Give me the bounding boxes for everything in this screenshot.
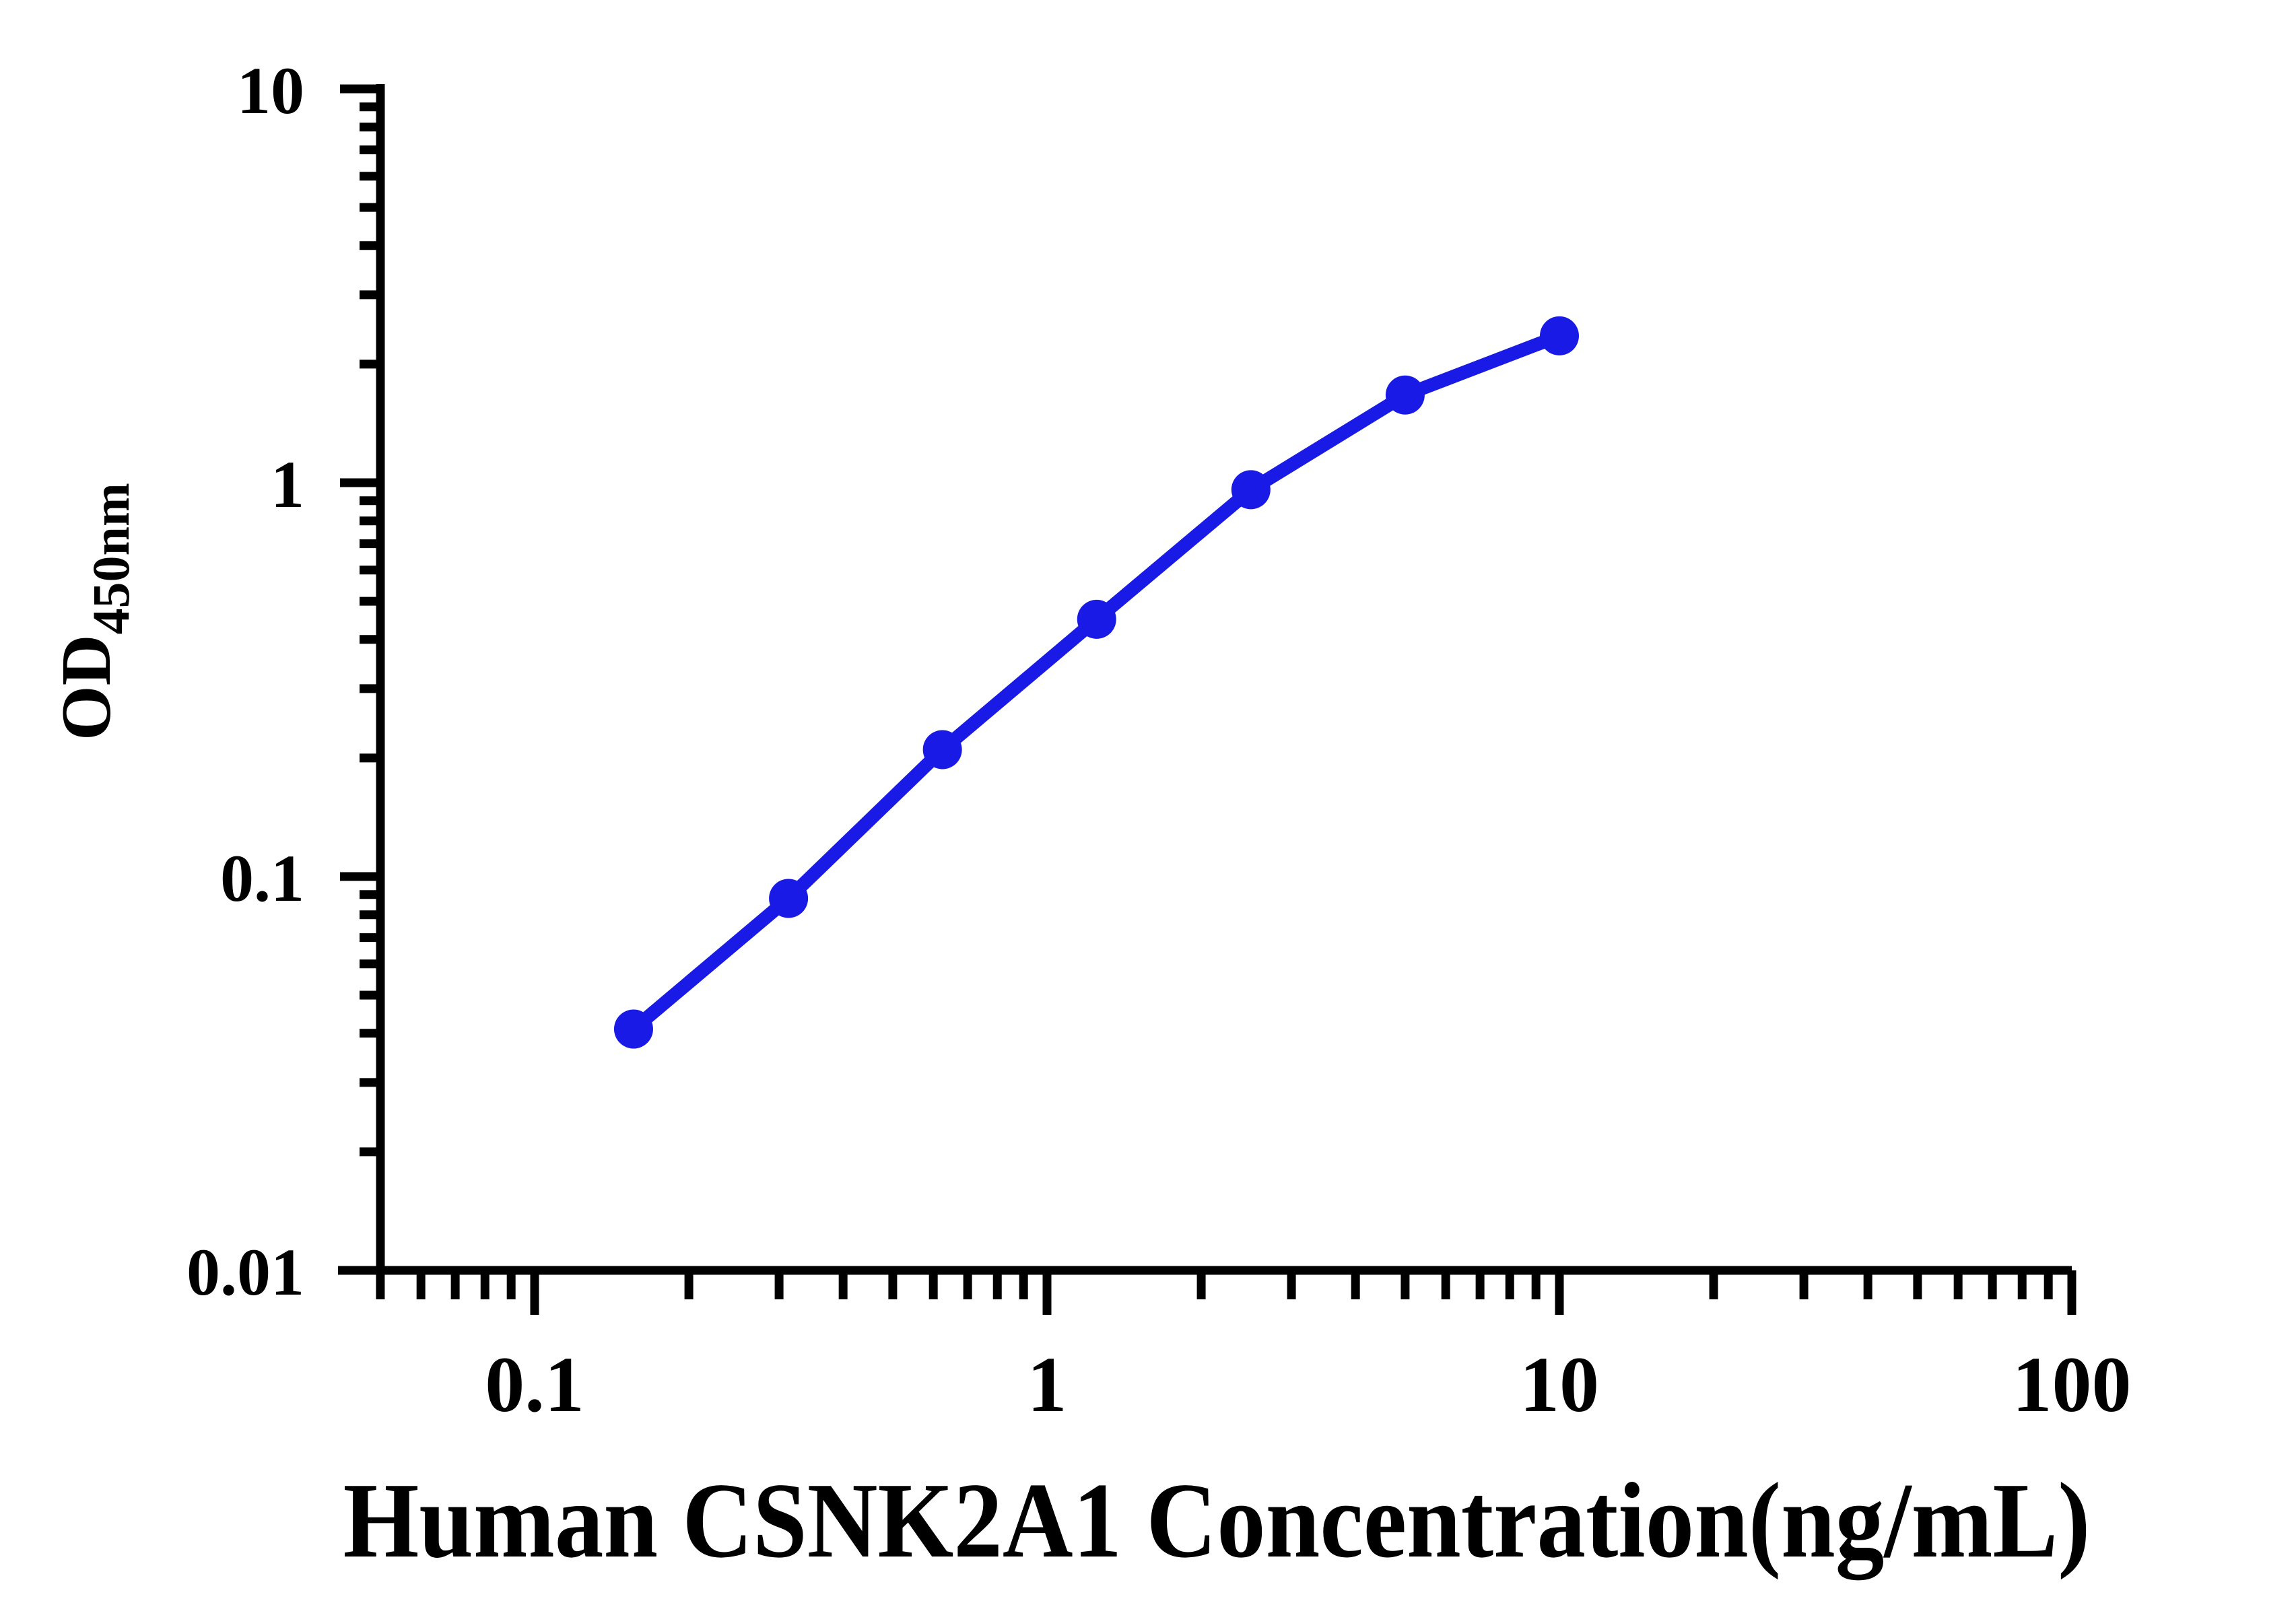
data-point (769, 879, 809, 918)
x-tick-label: 10 (1520, 1340, 1599, 1429)
x-tick-label: 1 (1027, 1340, 1067, 1429)
y-axis-title: OD450nm (46, 483, 140, 741)
tick-labels: 0.1 1 10 100 10 1 0.1 0.01 (187, 53, 2132, 1429)
data-point (1231, 470, 1271, 510)
y-tick-label: 10 (237, 53, 304, 128)
y-axis-title-main: OD (46, 635, 125, 741)
y-tick-label: 0.01 (187, 1235, 304, 1309)
y-axis-title-subscript: 450nm (81, 483, 140, 634)
series-line (629, 329, 1562, 1035)
tick-marks (340, 84, 2076, 1315)
y-tick-label: 1 (271, 447, 304, 522)
x-tick-label: 100 (2013, 1340, 2132, 1429)
x-tick-label: 0.1 (485, 1340, 584, 1429)
data-point (613, 1009, 653, 1049)
data-point (1385, 375, 1425, 415)
data-point (1540, 316, 1579, 355)
data-point (1077, 599, 1116, 639)
data-series (613, 316, 1579, 1049)
x-axis-title: Human CSNK2A1 Concentration(ng/mL) (343, 1460, 2091, 1581)
axes (338, 84, 2072, 1275)
data-point (922, 730, 962, 770)
y-tick-label: 0.1 (220, 841, 304, 916)
